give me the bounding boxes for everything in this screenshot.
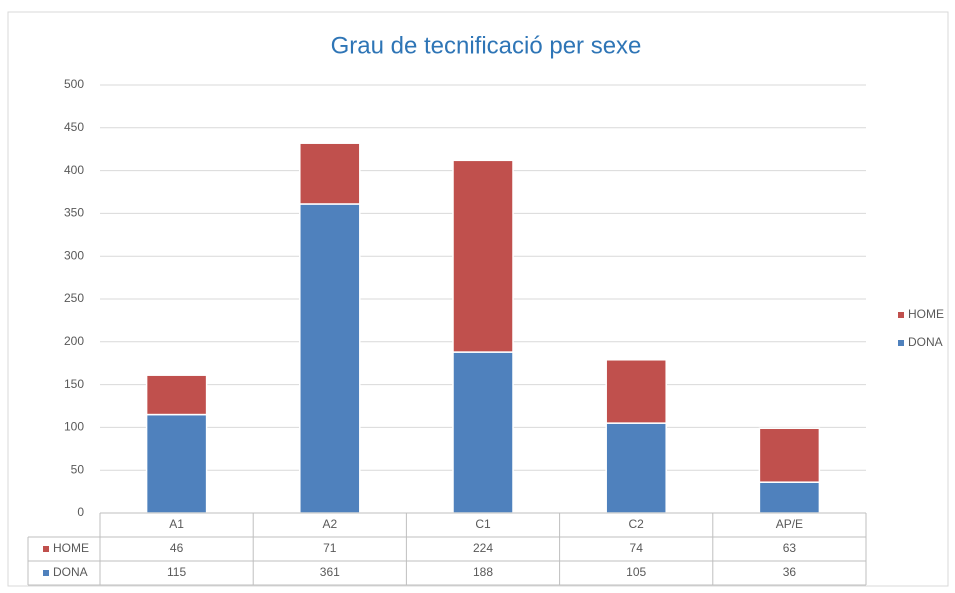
x-tick-label: A1 [169,517,184,531]
table-legend-key [43,546,49,552]
bar [605,422,667,514]
data-label: 71 [323,541,337,555]
data-label: 46 [170,541,184,555]
x-tick-label: C1 [475,517,491,531]
x-tick-label: C2 [629,517,645,531]
bar [452,351,514,514]
legend-key [898,340,904,346]
chart-title: Grau de tecnificació per sexe [331,32,642,59]
y-tick-label: 300 [64,248,84,262]
data-label: 63 [783,541,797,555]
bar [605,359,667,424]
data-label: 105 [626,565,646,579]
bar [758,427,821,483]
bar [452,159,514,353]
table-series-name: DONA [53,565,88,579]
y-tick-label: 100 [64,420,84,434]
legend-label: HOME [908,307,944,321]
y-tick-label: 200 [64,334,84,348]
bar [758,481,821,514]
bar [145,413,208,514]
y-tick-label: 400 [64,163,84,177]
bar [299,203,361,514]
y-tick-label: 250 [64,291,84,305]
data-label: 361 [320,565,340,579]
data-label: 224 [473,541,493,555]
y-tick-label: 150 [64,377,84,391]
data-label: 188 [473,565,493,579]
x-tick-label: A2 [322,517,337,531]
table-series-name: HOME [53,541,89,555]
legend-label: DONA [908,335,943,349]
x-tick-label: AP/E [776,517,803,531]
data-label: 74 [630,541,644,555]
y-tick-label: 50 [71,462,85,476]
table-legend-key [43,570,49,576]
bar [299,142,361,205]
data-label: 115 [167,565,186,579]
y-tick-label: 500 [64,77,84,91]
y-tick-label: 0 [77,505,84,519]
data-label: 36 [783,565,797,579]
y-tick-label: 450 [64,120,84,134]
y-tick-label: 350 [64,206,84,220]
legend-key [898,312,904,318]
bar [145,374,208,416]
